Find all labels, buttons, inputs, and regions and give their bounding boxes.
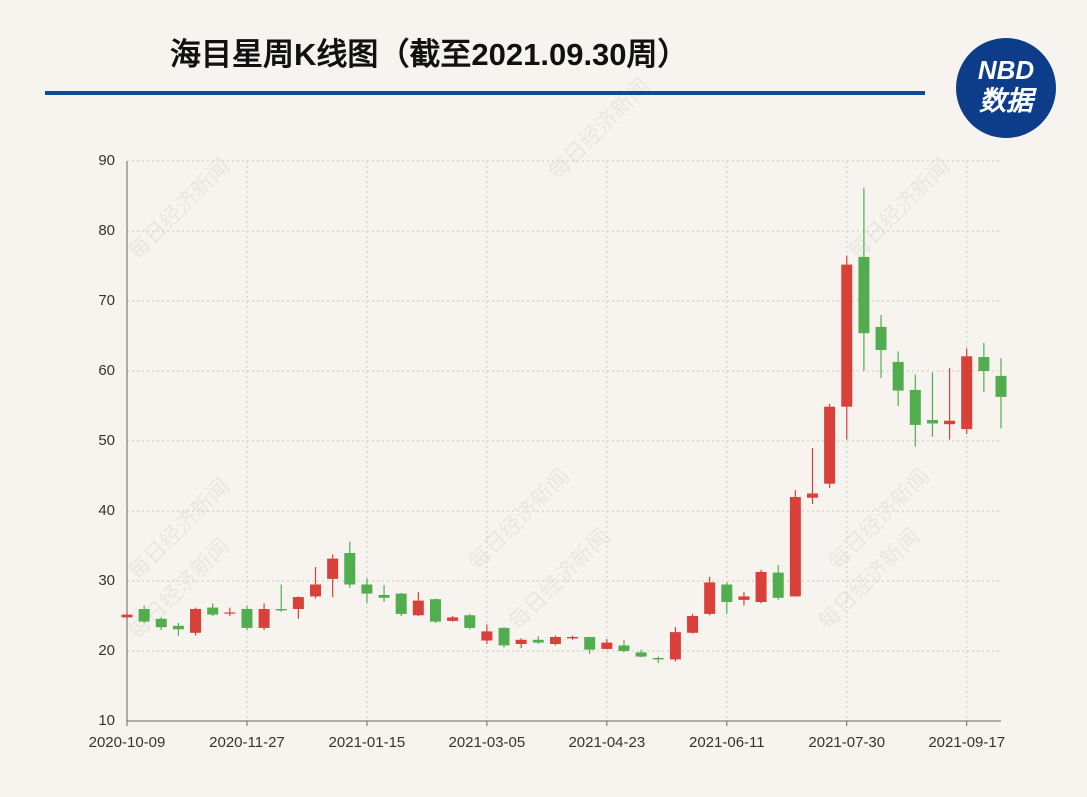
candle-body xyxy=(292,597,304,609)
candle-body xyxy=(618,645,630,651)
candle-body xyxy=(584,637,596,650)
title-underline xyxy=(45,91,925,95)
candle-body xyxy=(858,256,870,334)
candle-body xyxy=(721,584,733,602)
candle-body xyxy=(652,658,664,660)
logo-text: NBD xyxy=(978,55,1035,85)
y-tick-label: 60 xyxy=(98,362,115,379)
candle-body xyxy=(190,609,202,633)
x-tick-label: 2021-03-05 xyxy=(449,734,526,751)
candle-body xyxy=(944,420,956,425)
candle-body xyxy=(172,625,184,630)
candle-body xyxy=(241,609,253,628)
candle-body xyxy=(532,639,544,643)
candle-body xyxy=(447,617,459,621)
candle-body xyxy=(995,375,1007,397)
candle-body xyxy=(601,642,613,649)
candle-body xyxy=(515,639,527,644)
candle-body xyxy=(567,637,579,639)
candle-body xyxy=(481,631,493,641)
candle-body xyxy=(310,584,322,597)
candle-body xyxy=(926,420,938,424)
candle-body xyxy=(121,614,133,618)
candle-body xyxy=(429,599,441,622)
logo xyxy=(956,38,1056,138)
x-tick-label: 2021-06-11 xyxy=(689,734,765,751)
candle-body xyxy=(961,356,973,430)
x-tick-label: 2020-10-09 xyxy=(89,734,166,751)
y-tick-label: 20 xyxy=(98,642,115,659)
candle-body xyxy=(704,582,716,614)
x-tick-label: 2020-11-27 xyxy=(209,734,285,751)
candle-body xyxy=(978,357,990,371)
candle-body xyxy=(549,637,561,644)
candle-body xyxy=(824,406,836,484)
candle-body xyxy=(464,615,476,628)
candle-body xyxy=(498,627,510,646)
candle-body xyxy=(207,607,219,615)
candle-body xyxy=(789,497,801,597)
x-tick-label: 2021-01-15 xyxy=(329,734,406,751)
y-tick-label: 90 xyxy=(98,152,115,169)
candle-body xyxy=(155,618,167,628)
candle-body xyxy=(275,609,287,611)
candle-body xyxy=(875,326,887,350)
candle-body xyxy=(892,361,904,391)
y-tick-label: 50 xyxy=(98,432,115,449)
y-tick-label: 10 xyxy=(98,712,115,729)
x-tick-label: 2021-04-23 xyxy=(568,734,645,751)
candle-body xyxy=(806,493,818,498)
candle-body xyxy=(327,558,339,579)
candle-body xyxy=(378,595,390,598)
candle-body xyxy=(841,264,853,407)
candle-body xyxy=(755,571,767,602)
y-tick-label: 80 xyxy=(98,222,115,239)
y-tick-label: 70 xyxy=(98,292,115,309)
x-tick-label: 2021-07-30 xyxy=(808,734,885,751)
candle-body xyxy=(258,609,270,628)
candle-body xyxy=(412,600,424,616)
candle-body xyxy=(344,553,356,585)
candle-body xyxy=(772,572,784,598)
logo-text: 数据 xyxy=(979,86,1037,116)
y-tick-label: 40 xyxy=(98,502,115,519)
candle-body xyxy=(361,584,373,594)
candle-body xyxy=(669,632,681,660)
chart-title: 海目星周K线图（截至2021.09.30周） xyxy=(170,37,689,72)
x-tick-label: 2021-09-17 xyxy=(928,734,1005,751)
candle-body xyxy=(138,609,150,622)
candle-body xyxy=(395,593,407,614)
candle-body xyxy=(738,596,750,600)
candle-body xyxy=(687,616,699,633)
candle-body xyxy=(635,652,647,657)
candle-body xyxy=(909,389,921,425)
candle-body xyxy=(224,612,236,614)
y-tick-label: 30 xyxy=(98,572,115,589)
